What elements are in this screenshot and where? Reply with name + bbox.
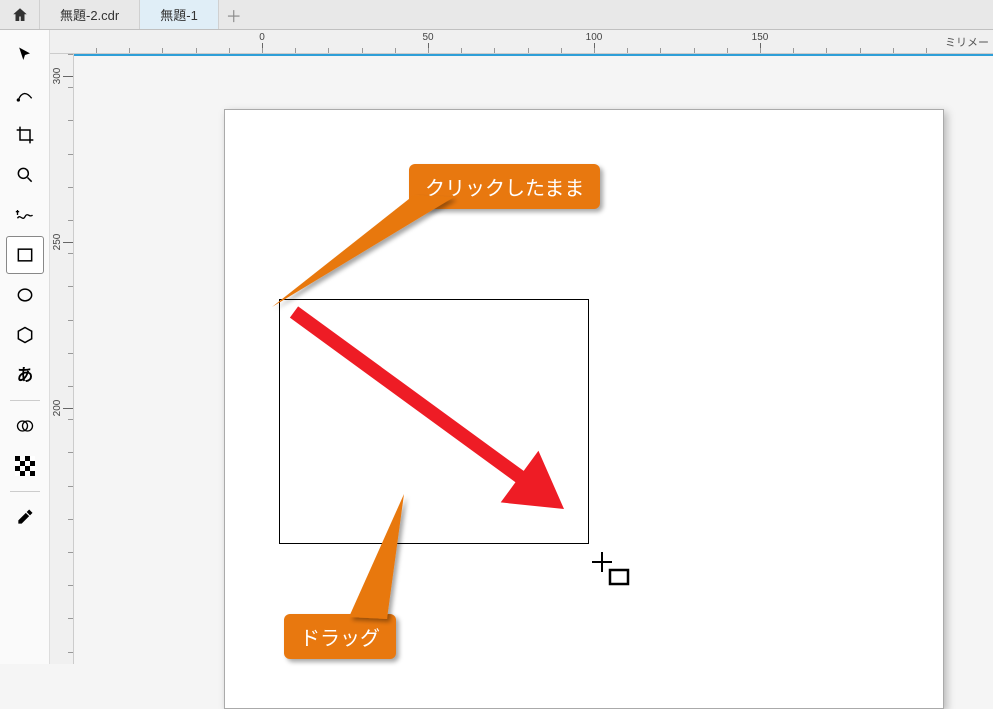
- ellipse-tool[interactable]: [6, 276, 44, 314]
- transparency-tool[interactable]: [6, 447, 44, 485]
- document-tab-1[interactable]: 無題-1: [140, 0, 219, 29]
- eyedropper-icon: [15, 507, 35, 527]
- zoom-tool[interactable]: [6, 156, 44, 194]
- toolbox-separator: [10, 491, 40, 492]
- new-tab-button[interactable]: ＋: [219, 0, 249, 29]
- plus-icon: ＋: [226, 3, 242, 27]
- polygon-tool[interactable]: [6, 316, 44, 354]
- drawn-rectangle[interactable]: [279, 299, 589, 544]
- tab-label: 無題-1: [160, 5, 198, 24]
- crop-tool[interactable]: [6, 116, 44, 154]
- home-icon: [11, 6, 29, 24]
- freehand-tool[interactable]: [6, 196, 44, 234]
- rectangle-icon: [15, 245, 35, 265]
- eyedropper-tool[interactable]: [6, 498, 44, 536]
- dropper-blend-tool[interactable]: [6, 407, 44, 445]
- text-tool[interactable]: あ: [6, 356, 44, 394]
- document-tab-bar: 無題-2.cdr 無題-1 ＋: [0, 0, 993, 30]
- shape-tool[interactable]: [6, 76, 44, 114]
- hexagon-icon: [15, 325, 35, 345]
- horizontal-guide[interactable]: [74, 54, 993, 55]
- toolbox: あ: [0, 30, 50, 664]
- magnifier-icon: [15, 165, 35, 185]
- text-icon: あ: [14, 364, 36, 386]
- freehand-icon: [15, 205, 35, 225]
- ruler-unit-label: ミリメー: [945, 34, 989, 50]
- vertical-ruler[interactable]: 300250200: [50, 54, 74, 664]
- horizontal-ruler[interactable]: 050100150: [50, 30, 993, 54]
- document-tab-0[interactable]: 無題-2.cdr: [40, 0, 140, 29]
- crop-icon: [15, 125, 35, 145]
- node-edit-icon: [15, 85, 35, 105]
- cursor-arrow-icon: [15, 45, 35, 65]
- rectangle-tool[interactable]: [6, 236, 44, 274]
- checker-icon: [15, 456, 35, 476]
- canvas-scroll-area[interactable]: クリックしたまま ドラッグ: [74, 54, 993, 664]
- rectangle-cursor-icon: [592, 552, 632, 588]
- rectangle-cursor-indicator: [592, 552, 632, 593]
- svg-text:あ: あ: [16, 366, 33, 385]
- home-tab[interactable]: [0, 0, 40, 29]
- pick-tool[interactable]: [6, 36, 44, 74]
- blend-icon: [15, 416, 35, 436]
- ellipse-icon: [15, 285, 35, 305]
- toolbox-separator: [10, 400, 40, 401]
- tab-label: 無題-2.cdr: [60, 5, 119, 24]
